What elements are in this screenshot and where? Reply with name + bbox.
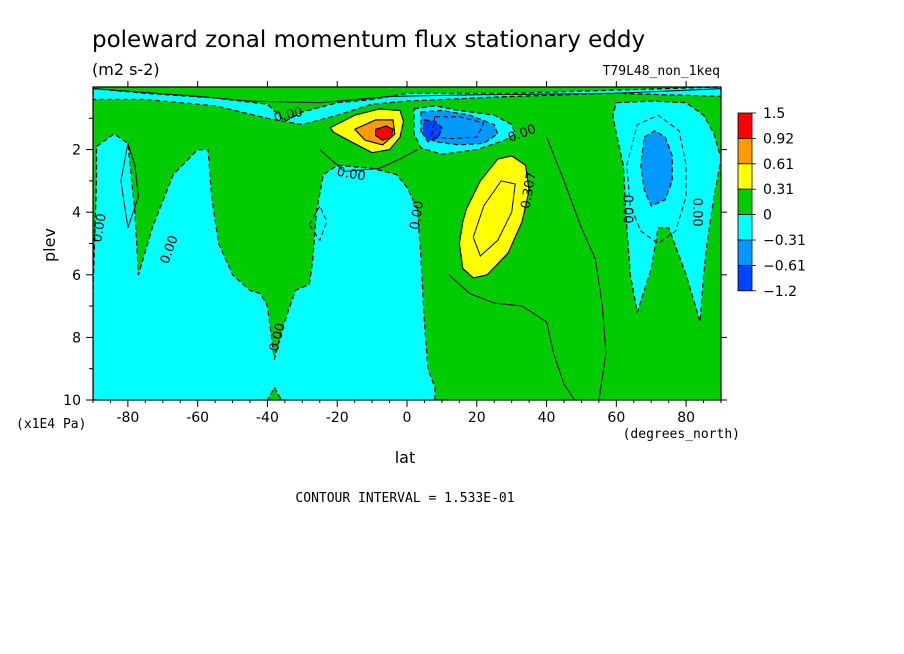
contour-line-3 [472, 180, 516, 257]
x-tick-label: -80 [116, 410, 139, 426]
colorbar-swatch [737, 214, 753, 241]
contour-region-3 [612, 100, 721, 323]
contour-line-4 [448, 274, 575, 400]
y-tick-label: 8 [72, 330, 81, 346]
contour-region-0 [93, 87, 721, 126]
contour-region-9 [375, 125, 394, 141]
contour-line-0 [308, 204, 328, 242]
contour-region-6 [422, 119, 443, 143]
experiment-label: T79L48_non_1keq [603, 64, 720, 79]
colorbar-label: 0 [763, 208, 772, 224]
x-tick-label: 0 [403, 410, 412, 426]
x-tick-label: 80 [677, 410, 695, 426]
plot-area: 0.000.000.000.000.000.000.000.00 0.000.30… [90, 86, 722, 401]
colorbar-label: −0.61 [763, 258, 806, 274]
colorbar-label: 1.5 [763, 106, 785, 122]
contour-line-2 [430, 116, 485, 140]
colorbar-swatch [737, 163, 753, 190]
contour-line-1 [626, 114, 687, 245]
colorbar-label: 0.31 [763, 182, 794, 198]
colorbar-swatch [737, 239, 753, 266]
contour-line-6 [120, 143, 139, 228]
colorbar-label: 0.92 [763, 131, 794, 147]
contour-label-1: 0.00 [336, 165, 367, 185]
y-tick-label: 10 [63, 393, 81, 409]
y-axis-units: (x1E4 Pa) [16, 417, 86, 432]
chart-units: (m2 s-2) [92, 60, 160, 79]
contour-label-0: 0.00 [273, 105, 304, 126]
x-axis-label: lat [395, 448, 416, 467]
x-tick-label: -60 [186, 410, 209, 426]
contour-line-7 [319, 149, 418, 173]
contour-region-5 [640, 130, 673, 207]
contour-region-1 [93, 133, 436, 400]
colorbar-swatch [737, 188, 753, 215]
contour-label-3: 0.00 [90, 212, 110, 243]
x-tick-label: -20 [326, 410, 349, 426]
y-tick-label: 4 [72, 205, 81, 221]
contour-region-4 [420, 109, 499, 146]
y-tick-label: 6 [72, 268, 81, 284]
colorbar-swatch [737, 112, 753, 139]
filled-contours [93, 87, 721, 400]
chart-title: poleward zonal momentum flux stationary … [92, 27, 645, 53]
x-axis-units: (degrees_north) [623, 427, 740, 442]
contour-label-5: 0.00 [408, 200, 428, 231]
contour-labels: 0.000.000.000.000.000.000.000.00 0.000.30… [90, 105, 704, 354]
contour-interval: CONTOUR INTERVAL = 1.533E-01 [295, 491, 514, 506]
colorbar-swatch [737, 264, 753, 292]
y-tick-label: 2 [72, 143, 81, 159]
contour-line-8 [93, 88, 721, 104]
colorbar-swatch [737, 137, 753, 165]
contour-lines [93, 88, 721, 400]
x-tick-label: 60 [607, 410, 625, 426]
colorbar-label: 0.61 [763, 157, 794, 173]
contour-label-4: 0.00 [267, 321, 289, 353]
colorbar-label: −1.2 [763, 284, 797, 300]
x-tick-label: -40 [256, 410, 279, 426]
colorbar-label: −0.31 [763, 233, 806, 249]
y-axis-label: plev [40, 228, 59, 262]
contour-line-5 [546, 136, 607, 400]
colorbar: 1.5 0.92 0.61 0.31 0 −0.31 −0.61 −1.2 [737, 106, 806, 300]
x-tick-label: 20 [468, 410, 486, 426]
contour-label-7: 0.00 [619, 195, 634, 224]
contour-label-9: 0.307 [518, 171, 539, 210]
x-axis: -80 -60 -40 -20 0 20 40 60 80 [92, 81, 722, 426]
x-tick-label: 40 [538, 410, 556, 426]
contour-label-8: 0.00 [689, 198, 704, 227]
y-axis: 2 4 6 8 10 [63, 117, 727, 409]
